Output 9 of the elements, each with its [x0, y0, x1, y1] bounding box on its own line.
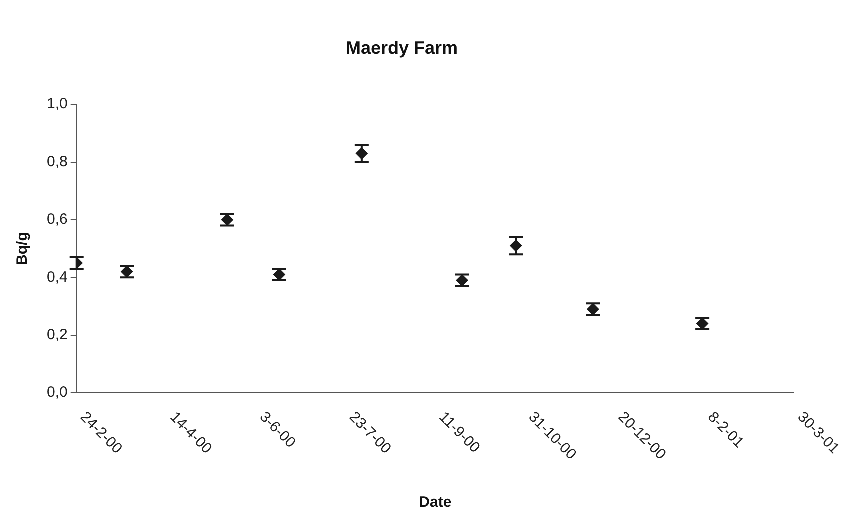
y-tick-label: 0,4 — [46, 268, 68, 286]
y-axis-title: Bq/g — [14, 232, 32, 266]
y-tick-label: 0,6 — [46, 211, 68, 228]
y-tick-label: 1,0 — [46, 96, 68, 113]
y-tick-label: 0,2 — [46, 326, 68, 344]
y-tick-label: 0,0 — [46, 384, 68, 402]
x-axis-title: Date — [419, 494, 452, 512]
chart-title: Maerdy Farm — [346, 38, 458, 58]
y-tick-label: 0,8 — [46, 153, 68, 170]
